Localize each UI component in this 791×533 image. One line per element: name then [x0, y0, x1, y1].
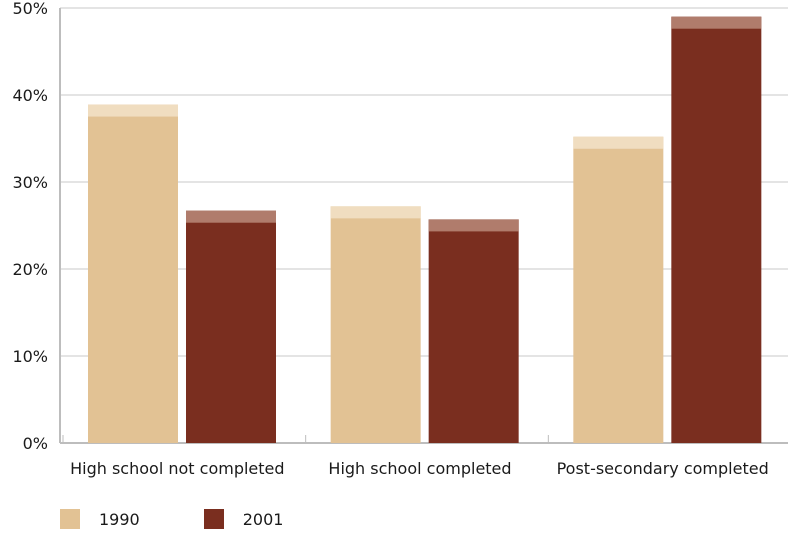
legend-item-2001: 2001: [203, 509, 284, 529]
y-tick-label: 50%: [12, 0, 48, 18]
y-axis: 0% 10% 20% 30% 40% 50%: [12, 0, 48, 453]
bar-highlight-1990: [330, 206, 421, 219]
y-tick-label: 40%: [12, 86, 48, 105]
legend-swatch-2001: [203, 509, 224, 529]
bar-highlight-1990: [88, 104, 178, 117]
y-tick-label: 0%: [23, 434, 48, 453]
bar-2001: [186, 210, 276, 443]
y-tick-label: 20%: [12, 260, 48, 279]
x-tick-label: Post-secondary completed: [557, 459, 769, 478]
x-tick-label: High school not completed: [70, 459, 284, 478]
legend-swatch-1990: [60, 509, 80, 529]
y-tick-label: 10%: [12, 347, 48, 366]
legend-item-1990: 1990: [60, 509, 140, 529]
bar-2001: [428, 219, 519, 443]
x-tick-label: High school completed: [328, 459, 511, 478]
bar-highlight-1990: [573, 136, 664, 149]
bar-highlight-2001: [671, 16, 762, 29]
y-tick-label: 30%: [12, 173, 48, 192]
legend: 1990 2001: [60, 508, 347, 530]
bar-highlight-2001: [428, 219, 519, 232]
legend-label-2001: 2001: [242, 509, 284, 529]
legend-label-1990: 1990: [99, 509, 140, 529]
bar-1990: [330, 206, 421, 443]
x-axis: High school not completed High school com…: [70, 459, 769, 478]
grid-layer: [59, 7, 788, 444]
bar-2001: [671, 16, 762, 443]
bars: [88, 16, 762, 443]
bar-1990: [573, 136, 664, 443]
bar-highlight-2001: [186, 210, 276, 223]
bar-1990: [88, 104, 178, 443]
